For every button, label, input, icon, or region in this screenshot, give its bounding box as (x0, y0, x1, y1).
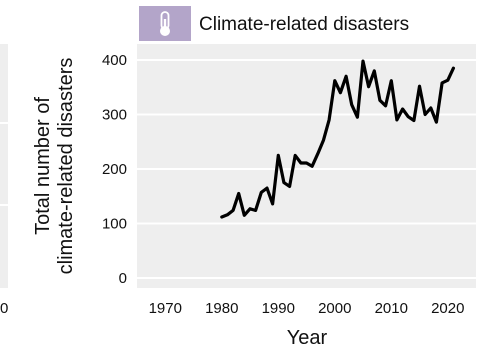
x-axis-title: Year (287, 327, 328, 349)
y-axis-ticks: 0 100 200 300 400 (102, 52, 127, 287)
series-line-climate-related-disasters (220, 59, 455, 219)
y-axis-title-line-2: climate-related disasters (55, 58, 77, 275)
x-tick-label: 2010 (375, 300, 408, 317)
y-tick-label: 200 (102, 161, 127, 178)
x-tick-label: 1990 (262, 300, 295, 317)
x-tick-label: 2000 (318, 300, 351, 317)
left-panel-tick-label: 0 (0, 300, 8, 317)
x-tick-label: 1970 (149, 300, 182, 317)
y-tick-label: 300 (102, 107, 127, 124)
series-layer (220, 59, 455, 219)
y-tick-label: 100 (102, 216, 127, 233)
y-axis-title-line-1: Total number of (32, 97, 54, 235)
legend-label: Climate-related disasters (199, 14, 409, 35)
thermometer-icon (160, 11, 170, 36)
left-panel-fragment (0, 44, 8, 288)
legend: Climate-related disasters (139, 6, 409, 41)
x-tick-label: 1980 (205, 300, 238, 317)
x-tick-label: 2020 (431, 300, 464, 317)
y-tick-label: 0 (119, 270, 127, 287)
plot-area (137, 44, 476, 288)
y-tick-label: 400 (102, 52, 127, 69)
gridlines (137, 59, 476, 279)
x-axis-ticks: 1970 1980 1990 2000 2010 2020 (149, 300, 465, 317)
